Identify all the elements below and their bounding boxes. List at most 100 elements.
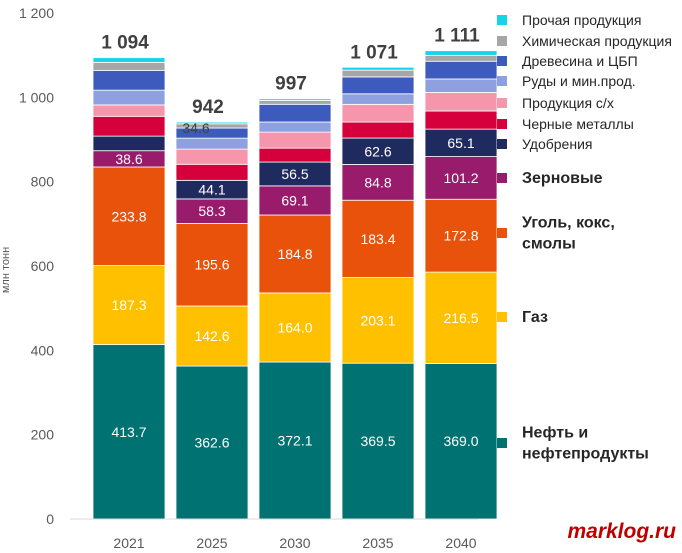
bar-total-label: 1 071: [350, 42, 398, 63]
bar-segment: [341, 199, 415, 278]
bar-segment: [341, 69, 415, 78]
bar-segment: [341, 164, 415, 201]
data-label: 195.6: [194, 257, 229, 273]
bar-segment: [92, 344, 166, 520]
data-label: 142.6: [194, 328, 229, 344]
y-tick-label: 400: [31, 342, 55, 358]
data-label: 101.2: [443, 170, 478, 186]
x-tick-label: 2040: [445, 535, 476, 551]
bar-segment: [258, 214, 332, 294]
legend-swatch: [497, 56, 507, 66]
data-label: 62.6: [364, 143, 391, 159]
legend: Нефть и нефтепродукты Газ Уголь, кокс, смолы…: [497, 12, 672, 463]
data-label: 84.8: [364, 174, 391, 190]
legend-label: Химическая продукция: [522, 33, 672, 49]
bar-segment: [175, 305, 249, 367]
bar-segment: [258, 185, 332, 216]
x-tick-label: 2035: [362, 535, 393, 551]
bar-segment: [341, 103, 415, 123]
bar-segment: [341, 93, 415, 105]
legend-swatch: [497, 173, 507, 183]
bar-segment: [92, 69, 166, 91]
segment-labels: 413.7 187.3 233.8 38.6 34.6 362.6 142.6 195.6 58…: [111, 120, 478, 450]
data-label: 65.1: [447, 135, 474, 151]
bar-total-label: 1 111: [434, 26, 480, 47]
data-label: 183.4: [360, 231, 395, 247]
bar-segment: [175, 121, 249, 125]
data-label: 362.6: [194, 435, 229, 451]
bar-segment: [258, 292, 332, 363]
legend-swatch: [497, 76, 507, 86]
bar-segment: [424, 60, 498, 80]
data-label: 369.0: [443, 433, 478, 449]
bar-segment: [424, 54, 498, 62]
y-tick-label: 1 200: [19, 5, 54, 21]
legend-item: Химическая продукция: [497, 33, 672, 49]
legend-label: Руды и мин.прод.: [522, 73, 636, 89]
y-tick-label: 800: [31, 174, 55, 190]
data-label: 184.8: [277, 246, 312, 262]
bar-segment: [258, 131, 332, 149]
legend-label: Черные металлы: [522, 116, 634, 132]
bar-segment: [341, 76, 415, 95]
bar-segment: [175, 223, 249, 307]
bar-segment: [258, 103, 332, 123]
bar-segment: [424, 271, 498, 364]
x-tick-label: 2025: [196, 535, 227, 551]
legend-item: Продукция с/х: [497, 95, 614, 111]
data-label: 172.8: [443, 228, 478, 244]
x-tick-label: 2021: [113, 535, 144, 551]
data-label: 164.0: [277, 320, 312, 336]
legend-swatch: [497, 119, 507, 129]
data-label: 216.5: [443, 310, 478, 326]
watermark: marklog.ru: [567, 520, 676, 543]
data-label: 69.1: [281, 192, 308, 208]
legend-label: Удобрения: [522, 136, 592, 152]
legend-item: Уголь, кокс, смолы: [497, 215, 615, 253]
legend-label: Прочая продукция: [522, 12, 641, 28]
bar-segment: [258, 98, 332, 101]
data-label: 372.1: [277, 433, 312, 449]
legend-item: Нефть и нефтепродукты: [497, 425, 649, 463]
bar-segment: [258, 147, 332, 163]
data-label: 203.1: [360, 312, 395, 328]
bar-segment: [258, 100, 332, 105]
bar-segment: [258, 361, 332, 520]
legend-item: Удобрения: [497, 136, 592, 152]
y-tick-label: 1 000: [19, 89, 54, 105]
legend-swatch: [497, 438, 507, 448]
data-label: 56.5: [281, 166, 308, 182]
x-axis: 2021 2025 2030 2035 2040: [70, 518, 478, 551]
bar-segment: [424, 92, 498, 112]
bar-totals: 1 094 942 997 1 071 1 111: [101, 26, 480, 118]
bar-segment: [341, 66, 415, 71]
data-label: 187.3: [111, 297, 146, 313]
data-label: 369.5: [360, 433, 395, 449]
legend-item: Зерновые: [497, 170, 603, 187]
bar-segment: [92, 135, 166, 152]
legend-swatch: [497, 139, 507, 149]
bar-segment: [424, 198, 498, 273]
bar-segment: [175, 137, 249, 150]
legend-swatch: [497, 312, 507, 322]
bar-segment: [424, 50, 498, 56]
legend-item: Прочая продукция: [497, 12, 641, 28]
bar-segment: [92, 61, 166, 71]
bar-total-label: 997: [275, 74, 307, 95]
bar-total-label: 1 094: [101, 33, 149, 54]
bar-segment: [175, 198, 249, 224]
legend-item: Газ: [497, 309, 548, 326]
bar-segment: [424, 110, 498, 130]
legend-label: Уголь, кокс, смолы: [522, 215, 615, 253]
legend-swatch: [497, 228, 507, 238]
bar-segment: [175, 365, 249, 520]
legend-item: Древесина и ЦБП: [497, 53, 638, 69]
bar-segment: [92, 115, 166, 137]
bar-segment: [341, 362, 415, 520]
bar-segment: [175, 148, 249, 165]
data-label: 58.3: [198, 203, 225, 219]
y-tick-label: 200: [31, 427, 55, 443]
bar-segment: [92, 89, 166, 106]
data-label: 233.8: [111, 208, 146, 224]
